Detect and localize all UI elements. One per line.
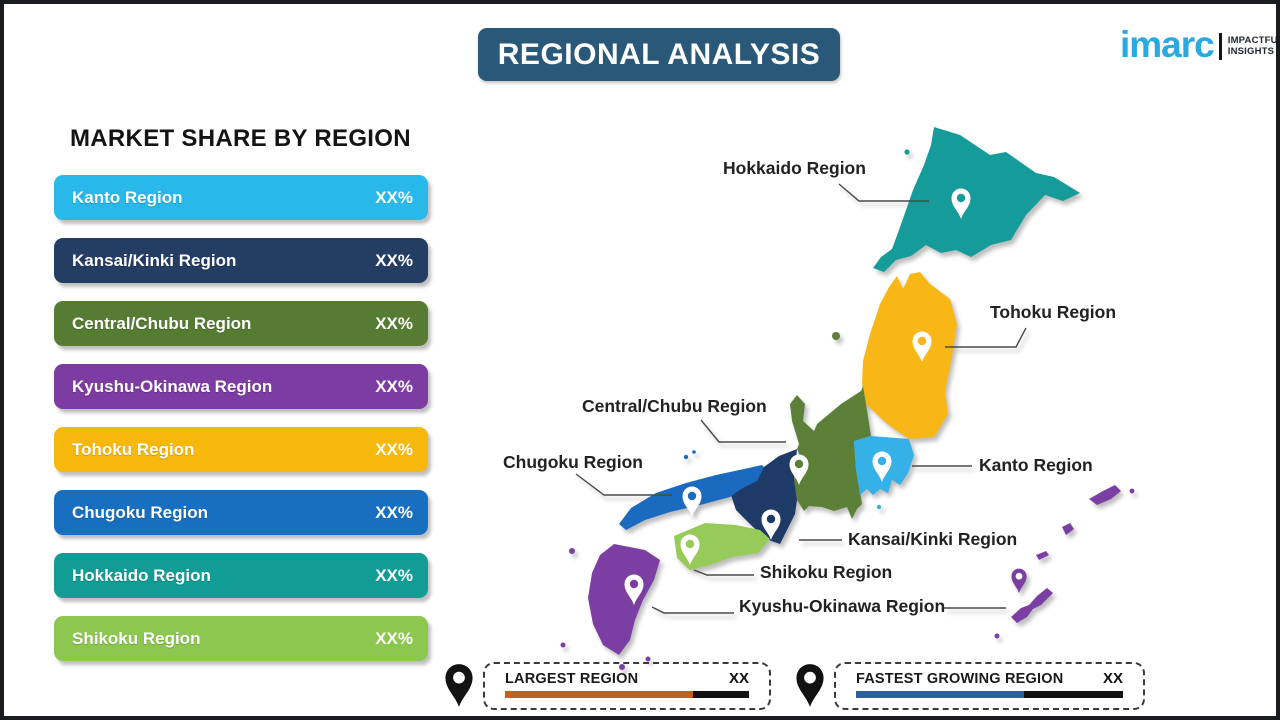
- logo-divider: [1218, 33, 1222, 60]
- imarc-brand-text: imarc: [1120, 24, 1215, 65]
- map-pin-kanto: [872, 451, 892, 482]
- legend-value: XX: [1102, 670, 1123, 687]
- map-label-kyushu-okinawa: Kyushu-Okinawa Region: [739, 596, 946, 616]
- page-title: REGIONAL ANALYSIS: [497, 37, 821, 71]
- map-label-tohoku: Tohoku Region: [990, 302, 1117, 322]
- region-kansai: [731, 449, 797, 544]
- region-name: Chugoku Region: [72, 502, 208, 522]
- map-pin-kansai: [761, 509, 781, 540]
- legend-label: FASTEST GROWING REGION: [856, 671, 1064, 687]
- market-share-bar: Tohoku Region XX%: [54, 427, 428, 472]
- map-pin-icon: [796, 664, 824, 707]
- page-title-banner: REGIONAL ANALYSIS: [478, 28, 840, 81]
- region-share-value: XX%: [375, 565, 413, 585]
- region-shikoku: [674, 523, 770, 570]
- legend-largest-region: LARGEST REGION XX: [442, 662, 771, 710]
- region-name: Central/Chubu Region: [72, 313, 252, 333]
- region-tohoku: [862, 272, 957, 439]
- imarc-logo: imarc IMPACTFUL INSIGHTS: [1120, 24, 1280, 65]
- legend-bar: [505, 691, 749, 698]
- map-pin-hokkaido: [951, 188, 971, 219]
- map-pin-shikoku: [680, 534, 700, 565]
- logo-tagline: IMPACTFUL INSIGHTS: [1227, 34, 1280, 57]
- map-pin-okinawa: [1011, 568, 1027, 593]
- region-name: Kyushu-Okinawa Region: [72, 376, 273, 396]
- region-share-value: XX%: [375, 187, 413, 207]
- region-name: Kanto Region: [72, 187, 183, 207]
- region-name: Kansai/Kinki Region: [72, 250, 237, 270]
- market-share-bar: Kansai/Kinki Region XX%: [54, 238, 428, 283]
- legend-label: LARGEST REGION: [505, 671, 639, 687]
- map-label-chubu: Central/Chubu Region: [582, 396, 767, 416]
- legend-box: LARGEST REGION XX: [483, 662, 771, 710]
- map-pin-chubu: [789, 454, 809, 485]
- map-pin-icon: [445, 664, 473, 707]
- okinawa-island-chain: [994, 485, 1135, 639]
- region-share-value: XX%: [375, 502, 413, 522]
- map-label-kansai: Kansai/Kinki Region: [848, 529, 1018, 549]
- region-hokkaido: [873, 127, 1080, 272]
- legend-box: FASTEST GROWING REGION XX: [834, 662, 1145, 710]
- region-share-value: XX%: [375, 628, 413, 648]
- market-share-bar: Chugoku Region XX%: [54, 490, 428, 535]
- region-share-value: XX%: [375, 376, 413, 396]
- market-share-bar: Shikoku Region XX%: [54, 616, 428, 661]
- label-connectors: [575, 183, 1027, 614]
- market-share-bar: Kanto Region XX%: [54, 175, 428, 220]
- region-name: Hokkaido Region: [72, 565, 211, 585]
- legend-value: XX: [728, 670, 749, 687]
- region-name: Tohoku Region: [72, 439, 195, 459]
- map-pin-kyushu: [624, 574, 644, 605]
- market-share-heading: MARKET SHARE BY REGION: [70, 125, 411, 152]
- region-share-value: XX%: [375, 439, 413, 459]
- region-name: Shikoku Region: [72, 628, 201, 648]
- map-label-kanto: Kanto Region: [979, 455, 1093, 475]
- map-pin-tohoku: [912, 331, 932, 362]
- market-share-list: Kanto Region XX% Kansai/Kinki Region XX% Cen…: [54, 175, 428, 679]
- region-chubu: [790, 386, 871, 519]
- map-pin-chugoku: [682, 486, 702, 517]
- legend-fastest-growing-region: FASTEST GROWING REGION XX: [793, 662, 1145, 710]
- market-share-bar: Central/Chubu Region XX%: [54, 301, 428, 346]
- market-share-bar: Hokkaido Region XX%: [54, 553, 428, 598]
- region-kyushu: [588, 544, 660, 655]
- japan-map: [560, 127, 1135, 670]
- market-share-bar: Kyushu-Okinawa Region XX%: [54, 364, 428, 409]
- map-label-hokkaido: Hokkaido Region: [723, 158, 866, 178]
- map-label-shikoku: Shikoku Region: [760, 562, 893, 582]
- map-label-chugoku: Chugoku Region: [503, 452, 643, 472]
- legend-bar: [856, 691, 1123, 698]
- region-share-value: XX%: [375, 250, 413, 270]
- region-share-value: XX%: [375, 313, 413, 333]
